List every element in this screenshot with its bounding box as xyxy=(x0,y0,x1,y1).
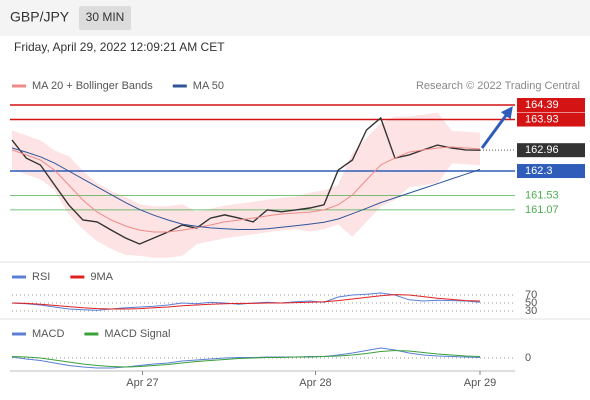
legend-label: MA 50 xyxy=(193,80,224,92)
y-tick-label: 0 xyxy=(525,352,531,364)
timeframe-button[interactable] xyxy=(79,6,131,30)
level-label: 161.53 xyxy=(525,189,559,201)
bollinger-upper xyxy=(11,112,481,213)
y-tick-label: 50 xyxy=(525,297,537,309)
forecast-arrow xyxy=(480,106,513,149)
level-label: 163.93 xyxy=(525,113,559,125)
ma-line xyxy=(11,147,481,230)
y-tick-label: 70 xyxy=(525,289,537,301)
bollinger-lower xyxy=(11,162,481,258)
indicator-line xyxy=(11,294,481,310)
legend-label: MACD Signal xyxy=(104,328,170,340)
timeframe: 30 MIN xyxy=(86,10,125,24)
legend-label: MACD xyxy=(32,328,64,340)
x-tick-label: Apr 29 xyxy=(464,377,496,389)
legend-label: RSI xyxy=(32,271,50,283)
x-tick-label: Apr 27 xyxy=(126,377,158,389)
y-tick-label: 30 xyxy=(525,305,537,317)
indicator-line xyxy=(11,349,481,368)
level-box xyxy=(517,98,585,113)
timestamp: Friday, April 29, 2022 12:09:21 AM CET xyxy=(14,40,225,54)
level-box xyxy=(517,112,585,127)
level-label: 162.3 xyxy=(525,165,553,177)
indicator-line xyxy=(11,347,481,369)
credit: Research © 2022 Trading Central xyxy=(416,80,580,92)
bollinger-fill xyxy=(12,113,480,258)
level-label: 164.39 xyxy=(525,99,559,111)
price-line xyxy=(11,116,481,245)
last-price-box xyxy=(517,143,585,158)
legend-label: MA 20 + Bollinger Bands xyxy=(32,80,153,92)
last-price-label: 162.96 xyxy=(525,144,559,156)
level-box xyxy=(517,164,585,179)
legend-label: 9MA xyxy=(90,271,113,283)
x-tick-label: Apr 28 xyxy=(299,377,331,389)
level-label: 161.07 xyxy=(525,204,559,216)
symbol: GBP/JPY xyxy=(10,9,70,25)
ma-line xyxy=(11,146,481,233)
